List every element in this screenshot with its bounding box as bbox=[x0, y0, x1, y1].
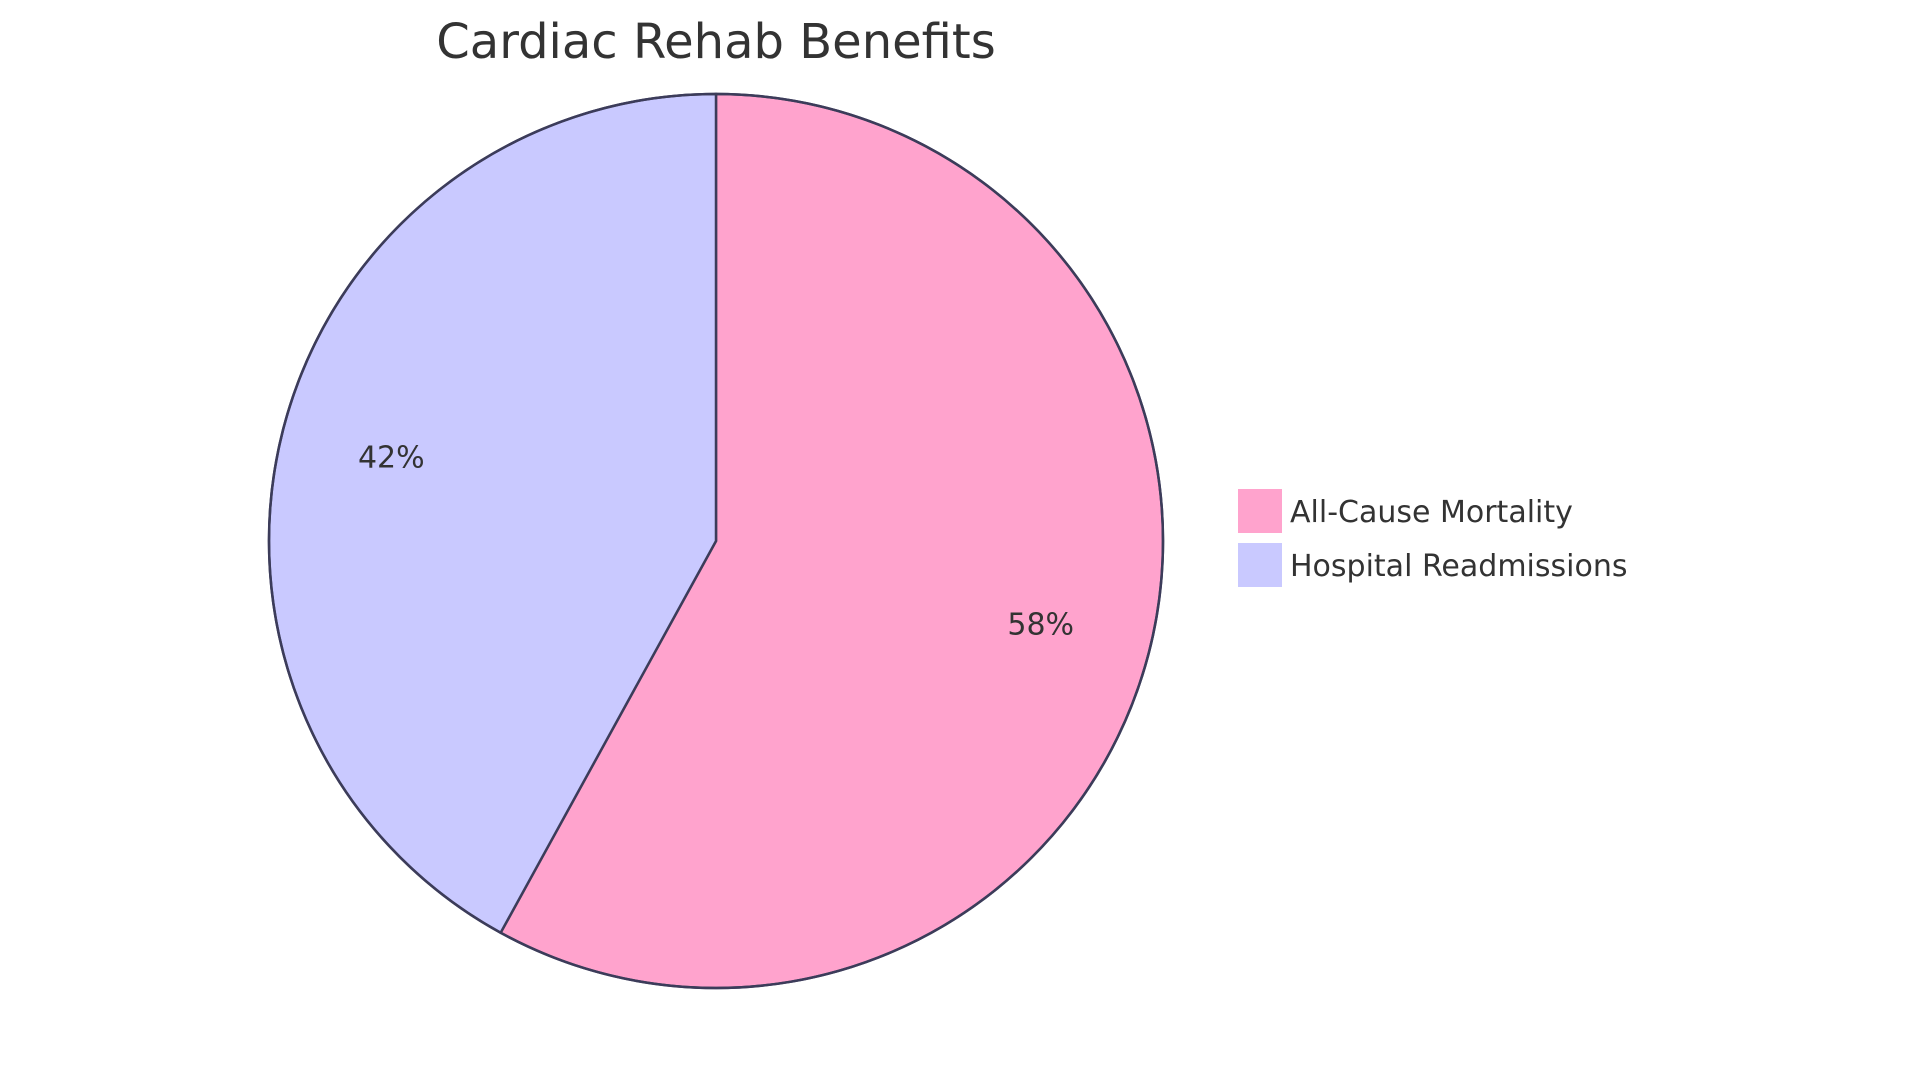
pie-outline bbox=[267, 92, 1165, 990]
slice-label-hospital-readmissions: 42% bbox=[358, 441, 425, 476]
slice-label-all-cause-mortality: 58% bbox=[1007, 607, 1074, 642]
legend-label-hospital-readmissions: Hospital Readmissions bbox=[1290, 549, 1627, 584]
chart-title: Cardiac Rehab Benefits bbox=[436, 14, 995, 70]
legend-label-all-cause-mortality: All-Cause Mortality bbox=[1290, 495, 1573, 530]
pie-slice-labels: 58% 42% bbox=[358, 441, 1074, 643]
legend: All-Cause Mortality Hospital Readmissions bbox=[1238, 489, 1627, 587]
legend-swatch-all-cause-mortality bbox=[1238, 489, 1282, 533]
pie-slices bbox=[267, 92, 1165, 990]
legend-swatch-hospital-readmissions bbox=[1238, 543, 1282, 587]
